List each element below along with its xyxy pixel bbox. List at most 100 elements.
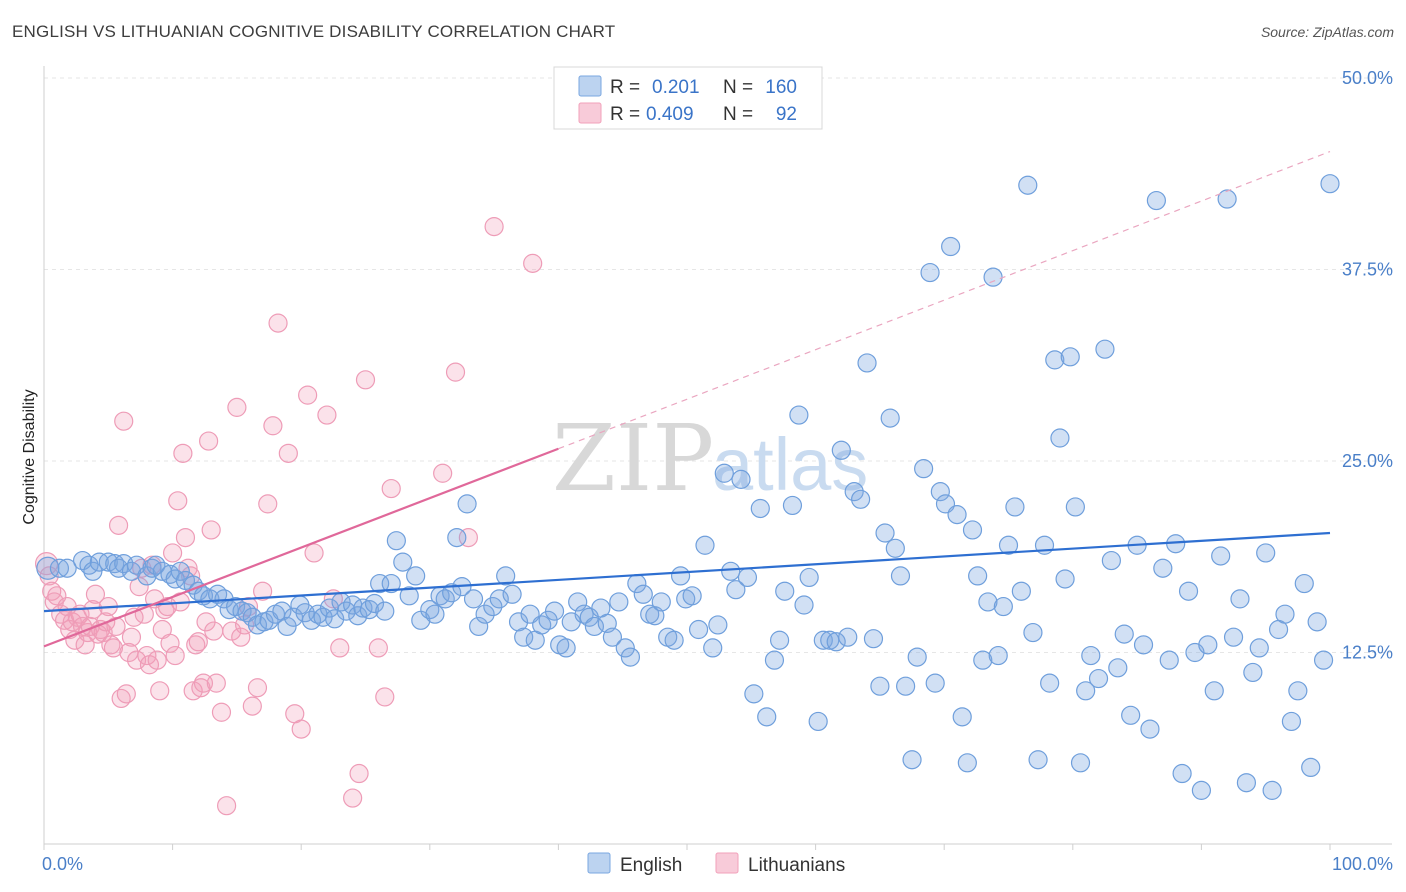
english-point bbox=[425, 604, 445, 624]
english-point bbox=[1088, 668, 1109, 689]
english-point bbox=[880, 408, 900, 428]
english-point bbox=[1005, 497, 1025, 517]
lithuanian-point bbox=[355, 370, 376, 390]
english-point bbox=[688, 619, 709, 640]
english-point bbox=[620, 647, 641, 667]
english-point bbox=[1223, 627, 1244, 647]
lithuanian-trend-line bbox=[43, 447, 559, 648]
english-point bbox=[1320, 174, 1340, 194]
english-point bbox=[799, 567, 819, 588]
english-point bbox=[386, 531, 406, 551]
english-point bbox=[1256, 543, 1276, 563]
english-point bbox=[1095, 339, 1115, 359]
english-point bbox=[1198, 635, 1218, 655]
english-point bbox=[1133, 635, 1154, 655]
english-point bbox=[496, 566, 516, 586]
english-point bbox=[978, 592, 998, 612]
lithuanian-point bbox=[173, 443, 193, 463]
lithuanian-point bbox=[211, 702, 232, 722]
english-point bbox=[1023, 622, 1043, 643]
english-swatch bbox=[578, 75, 602, 97]
lithuanian-point bbox=[343, 788, 363, 808]
english-point bbox=[1153, 558, 1173, 578]
english-point bbox=[1307, 612, 1327, 632]
series-legend: English Lithuanians bbox=[587, 852, 845, 876]
english-point bbox=[907, 647, 927, 667]
lithuanian-point bbox=[165, 645, 185, 666]
english-point bbox=[463, 589, 484, 609]
english-point bbox=[1101, 550, 1121, 571]
english-point bbox=[757, 707, 777, 727]
english-point bbox=[1204, 681, 1224, 701]
lithuanian-point bbox=[247, 678, 268, 698]
english-point bbox=[750, 498, 770, 519]
lithuanian-point bbox=[175, 527, 196, 548]
english-point bbox=[695, 535, 715, 555]
english-point bbox=[670, 566, 691, 586]
english-point bbox=[769, 630, 790, 650]
english-point bbox=[1172, 763, 1192, 784]
english-point bbox=[1121, 705, 1141, 725]
x-tick-label-1: 100.0% bbox=[1332, 854, 1393, 874]
lithuanian-point bbox=[168, 491, 188, 511]
english-point bbox=[775, 581, 795, 601]
tick-labels: 12.5% 25.0% 37.5% 50.0% 0.0% 100.0% bbox=[42, 68, 1393, 874]
english-point bbox=[1275, 604, 1295, 624]
lithuanian-point bbox=[150, 681, 170, 701]
english-point bbox=[983, 267, 1003, 287]
english-point bbox=[1028, 750, 1048, 770]
lithuanian-trend-extension bbox=[558, 150, 1331, 450]
english-point bbox=[1060, 347, 1080, 367]
lithuanian-point bbox=[304, 543, 324, 563]
lithuanian-swatch bbox=[578, 102, 602, 124]
english-point bbox=[1313, 650, 1334, 670]
lithuanian-point bbox=[160, 633, 180, 653]
watermark-zip: ZIP bbox=[552, 405, 714, 512]
english-point bbox=[1281, 711, 1302, 732]
english-point bbox=[364, 593, 385, 614]
english-point bbox=[714, 463, 734, 483]
english-point bbox=[962, 520, 983, 540]
english-point bbox=[1070, 753, 1091, 773]
english-point bbox=[885, 538, 905, 558]
english-point bbox=[457, 494, 477, 514]
lithuanian-point bbox=[433, 463, 453, 483]
english-point bbox=[968, 566, 988, 586]
english-point bbox=[682, 586, 702, 606]
english-point bbox=[170, 561, 190, 581]
english-point bbox=[708, 615, 728, 635]
lithuanian-point bbox=[75, 635, 95, 655]
english-point bbox=[737, 567, 758, 588]
english-point bbox=[947, 505, 967, 525]
english-point bbox=[1217, 189, 1237, 209]
english-point bbox=[272, 601, 292, 621]
english-point bbox=[920, 262, 940, 283]
english-point bbox=[890, 566, 911, 586]
lithuanian-point bbox=[106, 616, 126, 637]
english-point bbox=[1262, 780, 1282, 800]
english-point bbox=[325, 609, 345, 629]
english-point bbox=[1076, 681, 1096, 701]
english-point bbox=[973, 650, 993, 670]
english-point bbox=[508, 612, 529, 632]
lithuanian-point bbox=[298, 385, 318, 405]
english-point bbox=[36, 556, 60, 580]
y-tick-label-3: 50.0% bbox=[1342, 68, 1393, 88]
english-n-label: N = bbox=[723, 77, 753, 98]
english-point bbox=[544, 601, 565, 621]
english-point bbox=[1243, 662, 1263, 683]
english-point bbox=[1301, 757, 1321, 778]
english-point bbox=[651, 592, 671, 612]
english-point bbox=[483, 596, 503, 617]
axes bbox=[43, 66, 1392, 850]
lithuanian-point bbox=[484, 217, 504, 237]
chart-title: ENGLISH VS LITHUANIAN COGNITIVE DISABILI… bbox=[12, 22, 616, 41]
lithuanian-point bbox=[317, 405, 337, 425]
lithuanian-point bbox=[157, 596, 178, 617]
lithuanian-point bbox=[103, 638, 124, 658]
english-point bbox=[568, 592, 588, 612]
english-point bbox=[121, 561, 142, 581]
lithuanian-point bbox=[349, 763, 369, 784]
english-point bbox=[602, 627, 623, 647]
english-point bbox=[1114, 624, 1134, 644]
